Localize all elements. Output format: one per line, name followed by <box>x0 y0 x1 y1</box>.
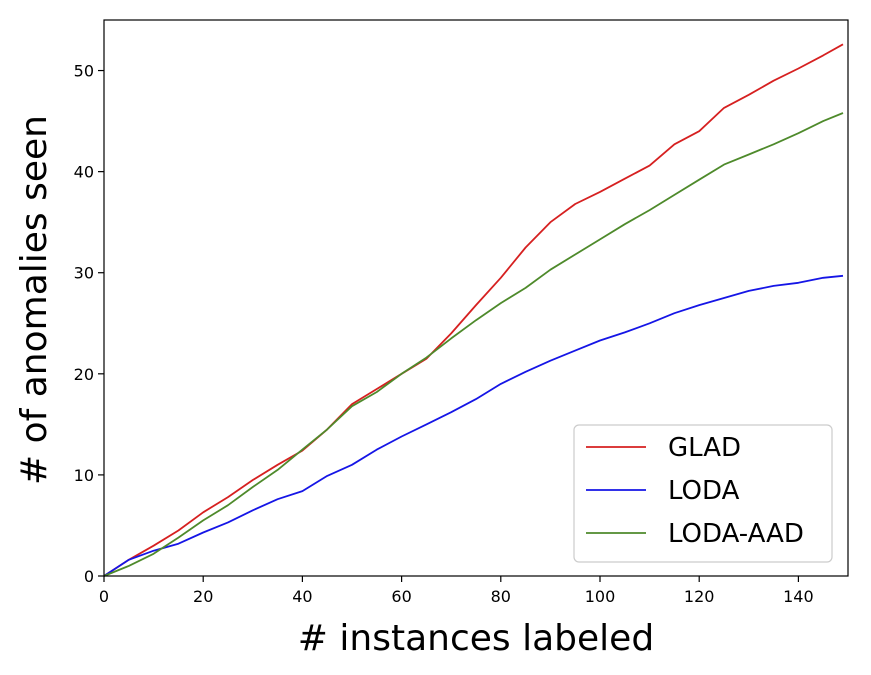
series-line-loda <box>103 274 844 577</box>
x-axis-title: # instances labeled <box>298 618 654 659</box>
x-tick-label: 20 <box>193 587 213 606</box>
x-tick-label: 80 <box>491 587 511 606</box>
plot-layer <box>103 43 844 577</box>
y-tick-label: 0 <box>84 567 94 586</box>
x-tick-label: 120 <box>684 587 715 606</box>
x-tick-label: 60 <box>391 587 411 606</box>
y-tick-label: 20 <box>74 365 94 384</box>
y-tick-label: 40 <box>74 163 94 182</box>
x-tick-label: 140 <box>783 587 814 606</box>
legend-box <box>573 424 833 563</box>
y-tick-label: 50 <box>74 62 94 81</box>
legend-label: LODA <box>668 476 740 506</box>
legend-label: LODA-AAD <box>668 519 804 549</box>
axes-layer: 0 20 40 60 80 100 120 140 0 10 20 30 40 50 <box>74 19 849 606</box>
series-line-loda-aad <box>103 112 844 577</box>
legend-label: GLAD <box>668 433 741 463</box>
x-tick-label: 100 <box>585 587 616 606</box>
y-tick-label: 30 <box>74 264 94 283</box>
series-line-glad <box>103 43 844 577</box>
x-tick-label: 40 <box>292 587 312 606</box>
plot-frame <box>103 19 849 577</box>
legend: GLAD LODA LODA-AAD <box>573 424 833 563</box>
x-tick-label: 0 <box>99 587 109 606</box>
y-axis-title: # of anomalies seen <box>14 115 55 485</box>
y-tick-label: 10 <box>74 466 94 485</box>
